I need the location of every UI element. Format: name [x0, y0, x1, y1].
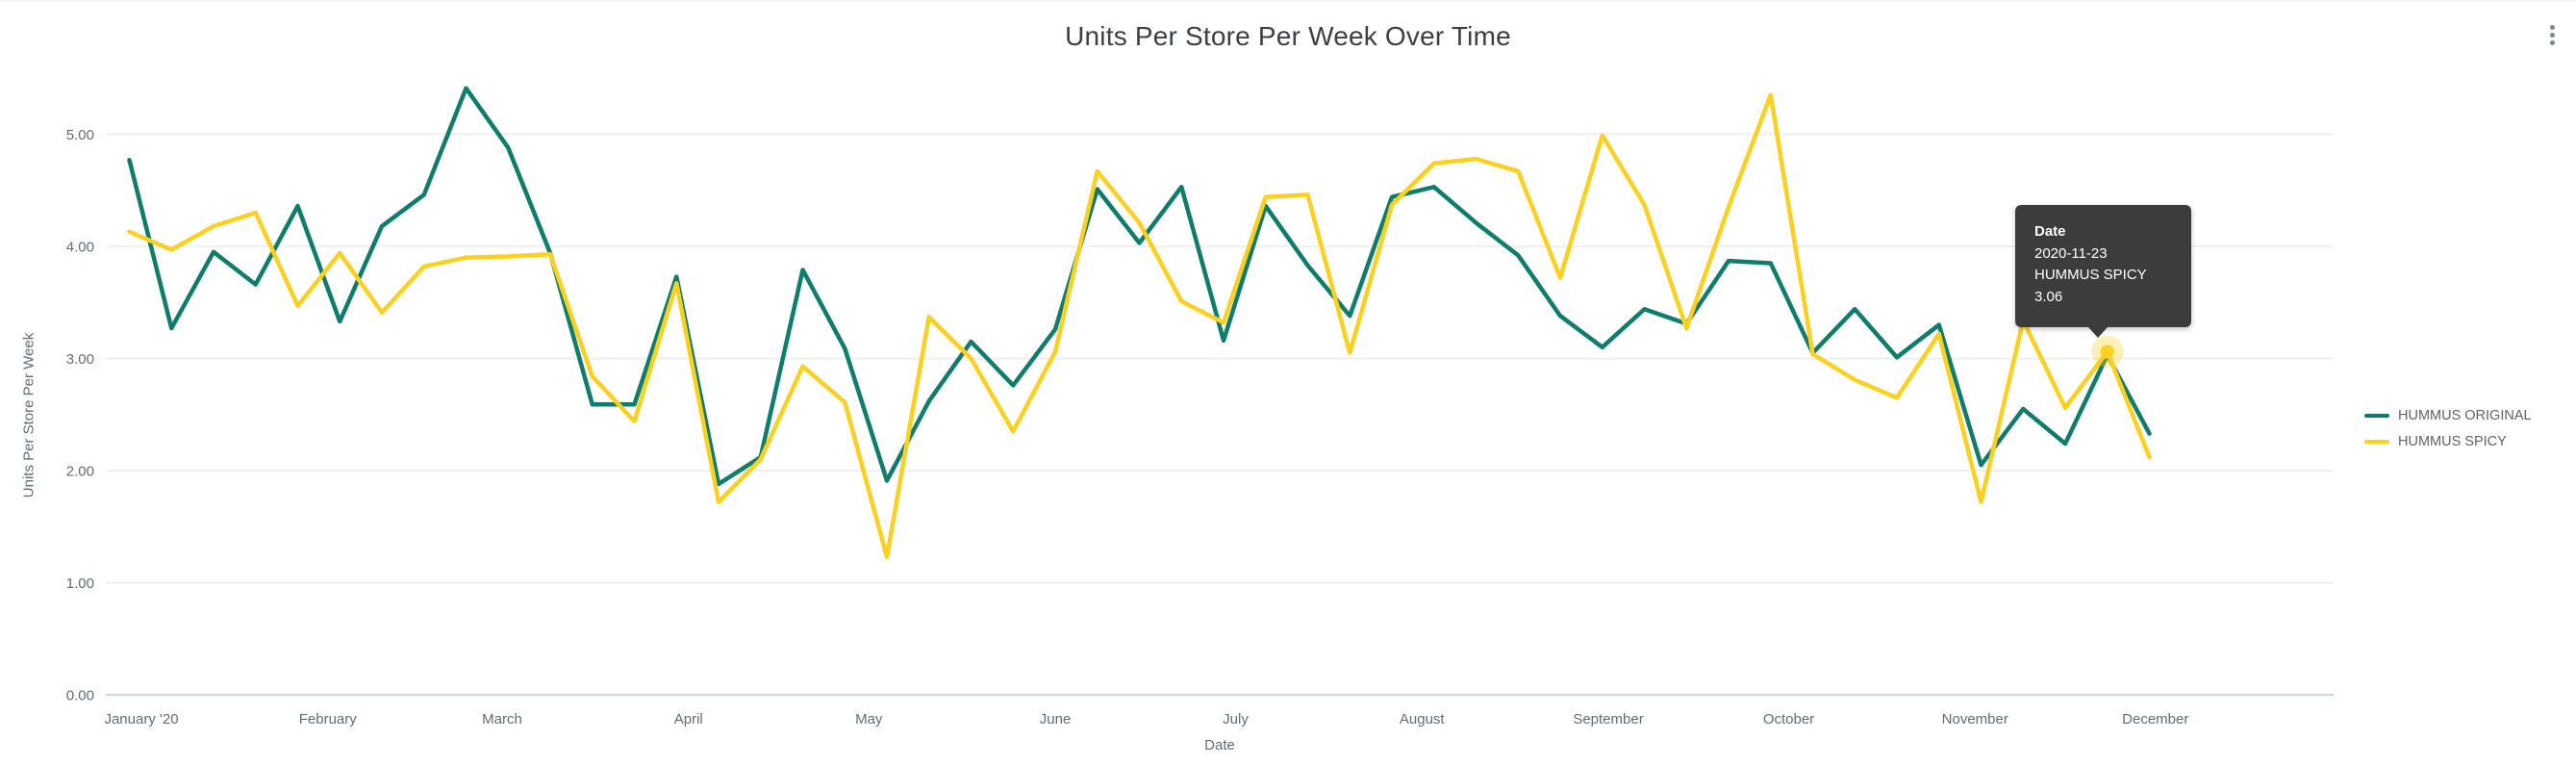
page-title: Units Per Store Per Week Over Time	[1065, 21, 1511, 51]
tooltip-field-label: Date	[2034, 223, 2066, 240]
x-tick-label: July	[1223, 711, 1249, 728]
x-axis-title: Date	[1204, 737, 1235, 753]
tooltip-pointer-icon	[2088, 327, 2108, 338]
kebab-dot	[2549, 25, 2555, 30]
x-tick-label: October	[1763, 711, 1814, 728]
legend-item-hummus-spicy[interactable]: HUMMUS SPICY	[2364, 428, 2532, 454]
x-tick-label: November	[1942, 711, 2008, 728]
tooltip-series-name: HUMMUS SPICY	[2034, 267, 2147, 283]
legend-label: HUMMUS ORIGINAL	[2398, 407, 2532, 423]
x-tick-label: April	[674, 711, 703, 728]
tooltip-value: 3.06	[2034, 288, 2063, 305]
tooltip: Date 2020-11-23 HUMMUS SPICY 3.06	[2015, 205, 2191, 338]
y-tick-label: 3.00	[66, 351, 94, 368]
y-tick-label: 2.00	[66, 464, 94, 480]
kebab-dot	[2549, 33, 2555, 38]
y-tick-label: 0.00	[66, 688, 94, 704]
highlighted-data-point[interactable]	[2100, 345, 2114, 359]
x-tick-label: January '20	[104, 711, 178, 728]
x-tick-label: August	[1400, 711, 1446, 728]
x-tick-label: March	[482, 711, 522, 728]
legend-swatch-icon	[2364, 439, 2389, 444]
top-divider	[0, 0, 2576, 2]
kebab-menu-icon[interactable]	[2543, 25, 2561, 50]
x-tick-label: May	[855, 711, 883, 728]
kebab-dot	[2549, 40, 2555, 45]
legend-item-hummus-original[interactable]: HUMMUS ORIGINAL	[2364, 402, 2532, 428]
series-line-hummus-original[interactable]	[127, 86, 2152, 487]
legend-label: HUMMUS SPICY	[2398, 433, 2507, 449]
x-tick-label: September	[1573, 711, 1643, 728]
legend-swatch-icon	[2364, 413, 2389, 418]
y-tick-label: 1.00	[66, 575, 94, 592]
y-axis-title: Units Per Store Per Week	[20, 332, 38, 498]
series-line-hummus-spicy[interactable]	[127, 92, 2152, 559]
x-tick-label: February	[299, 711, 358, 728]
y-tick-label: 4.00	[66, 240, 94, 256]
x-tick-label: December	[2122, 711, 2188, 728]
x-tick-label: June	[1040, 711, 1072, 728]
tooltip-date: 2020-11-23	[2034, 244, 2108, 262]
y-tick-label: 5.00	[66, 127, 94, 143]
legend: HUMMUS ORIGINAL HUMMUS SPICY	[2364, 402, 2532, 454]
